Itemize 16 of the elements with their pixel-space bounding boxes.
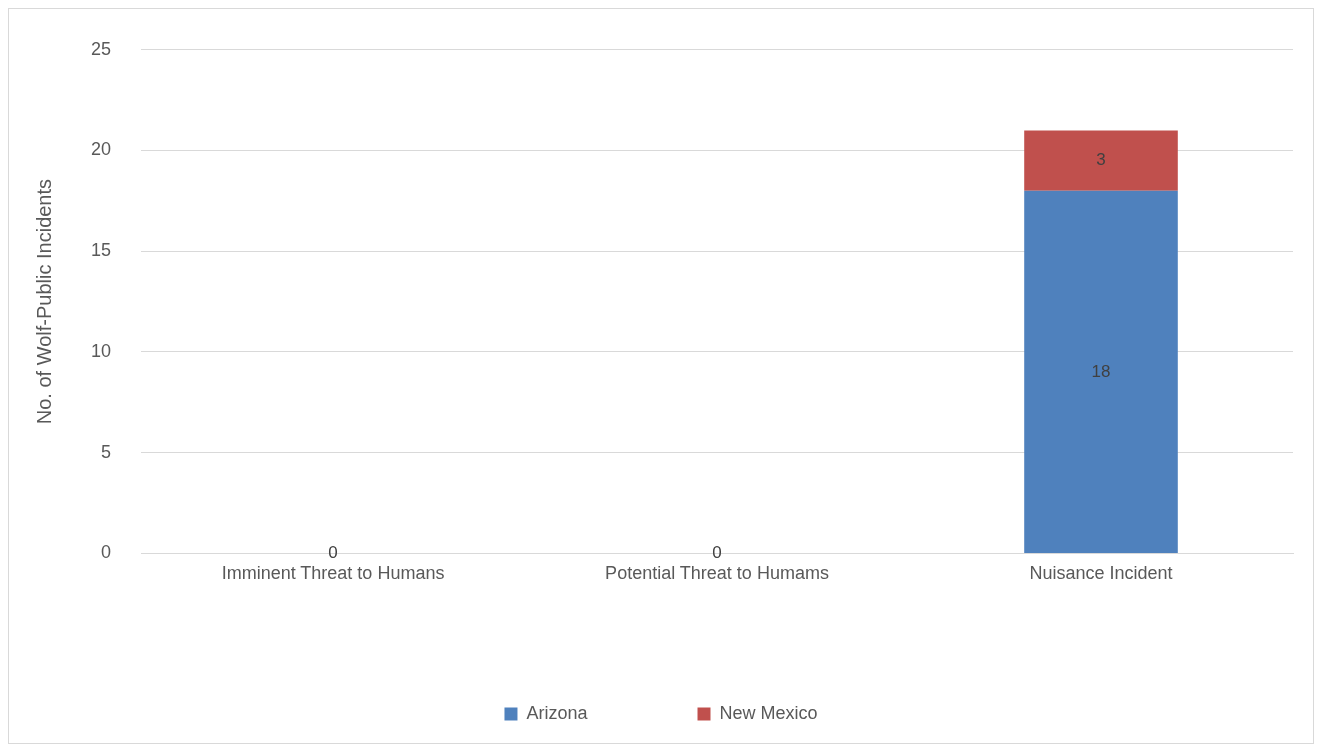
data-label: 0 (712, 543, 722, 563)
y-tick-label: 5 (101, 441, 112, 462)
data-label: 3 (1096, 150, 1106, 170)
legend-label: New Mexico (719, 702, 818, 723)
data-label: 18 (1091, 361, 1111, 381)
y-tick-label: 0 (101, 542, 112, 563)
x-tick-label: Potential Threat to Humams (605, 563, 829, 584)
y-axis-title: No. of Wolf-Public Incidents (32, 178, 55, 425)
y-tick-label: 20 (90, 139, 112, 160)
x-tick-label: Nuisance Incident (1029, 563, 1173, 584)
data-label: 0 (328, 543, 338, 563)
y-tick-label: 10 (90, 340, 112, 361)
legend-label: Arizona (526, 702, 589, 723)
x-tick-label: Imminent Threat to Humans (221, 563, 445, 584)
y-tick-label: 15 (90, 240, 112, 261)
y-tick-label: 25 (90, 38, 112, 59)
